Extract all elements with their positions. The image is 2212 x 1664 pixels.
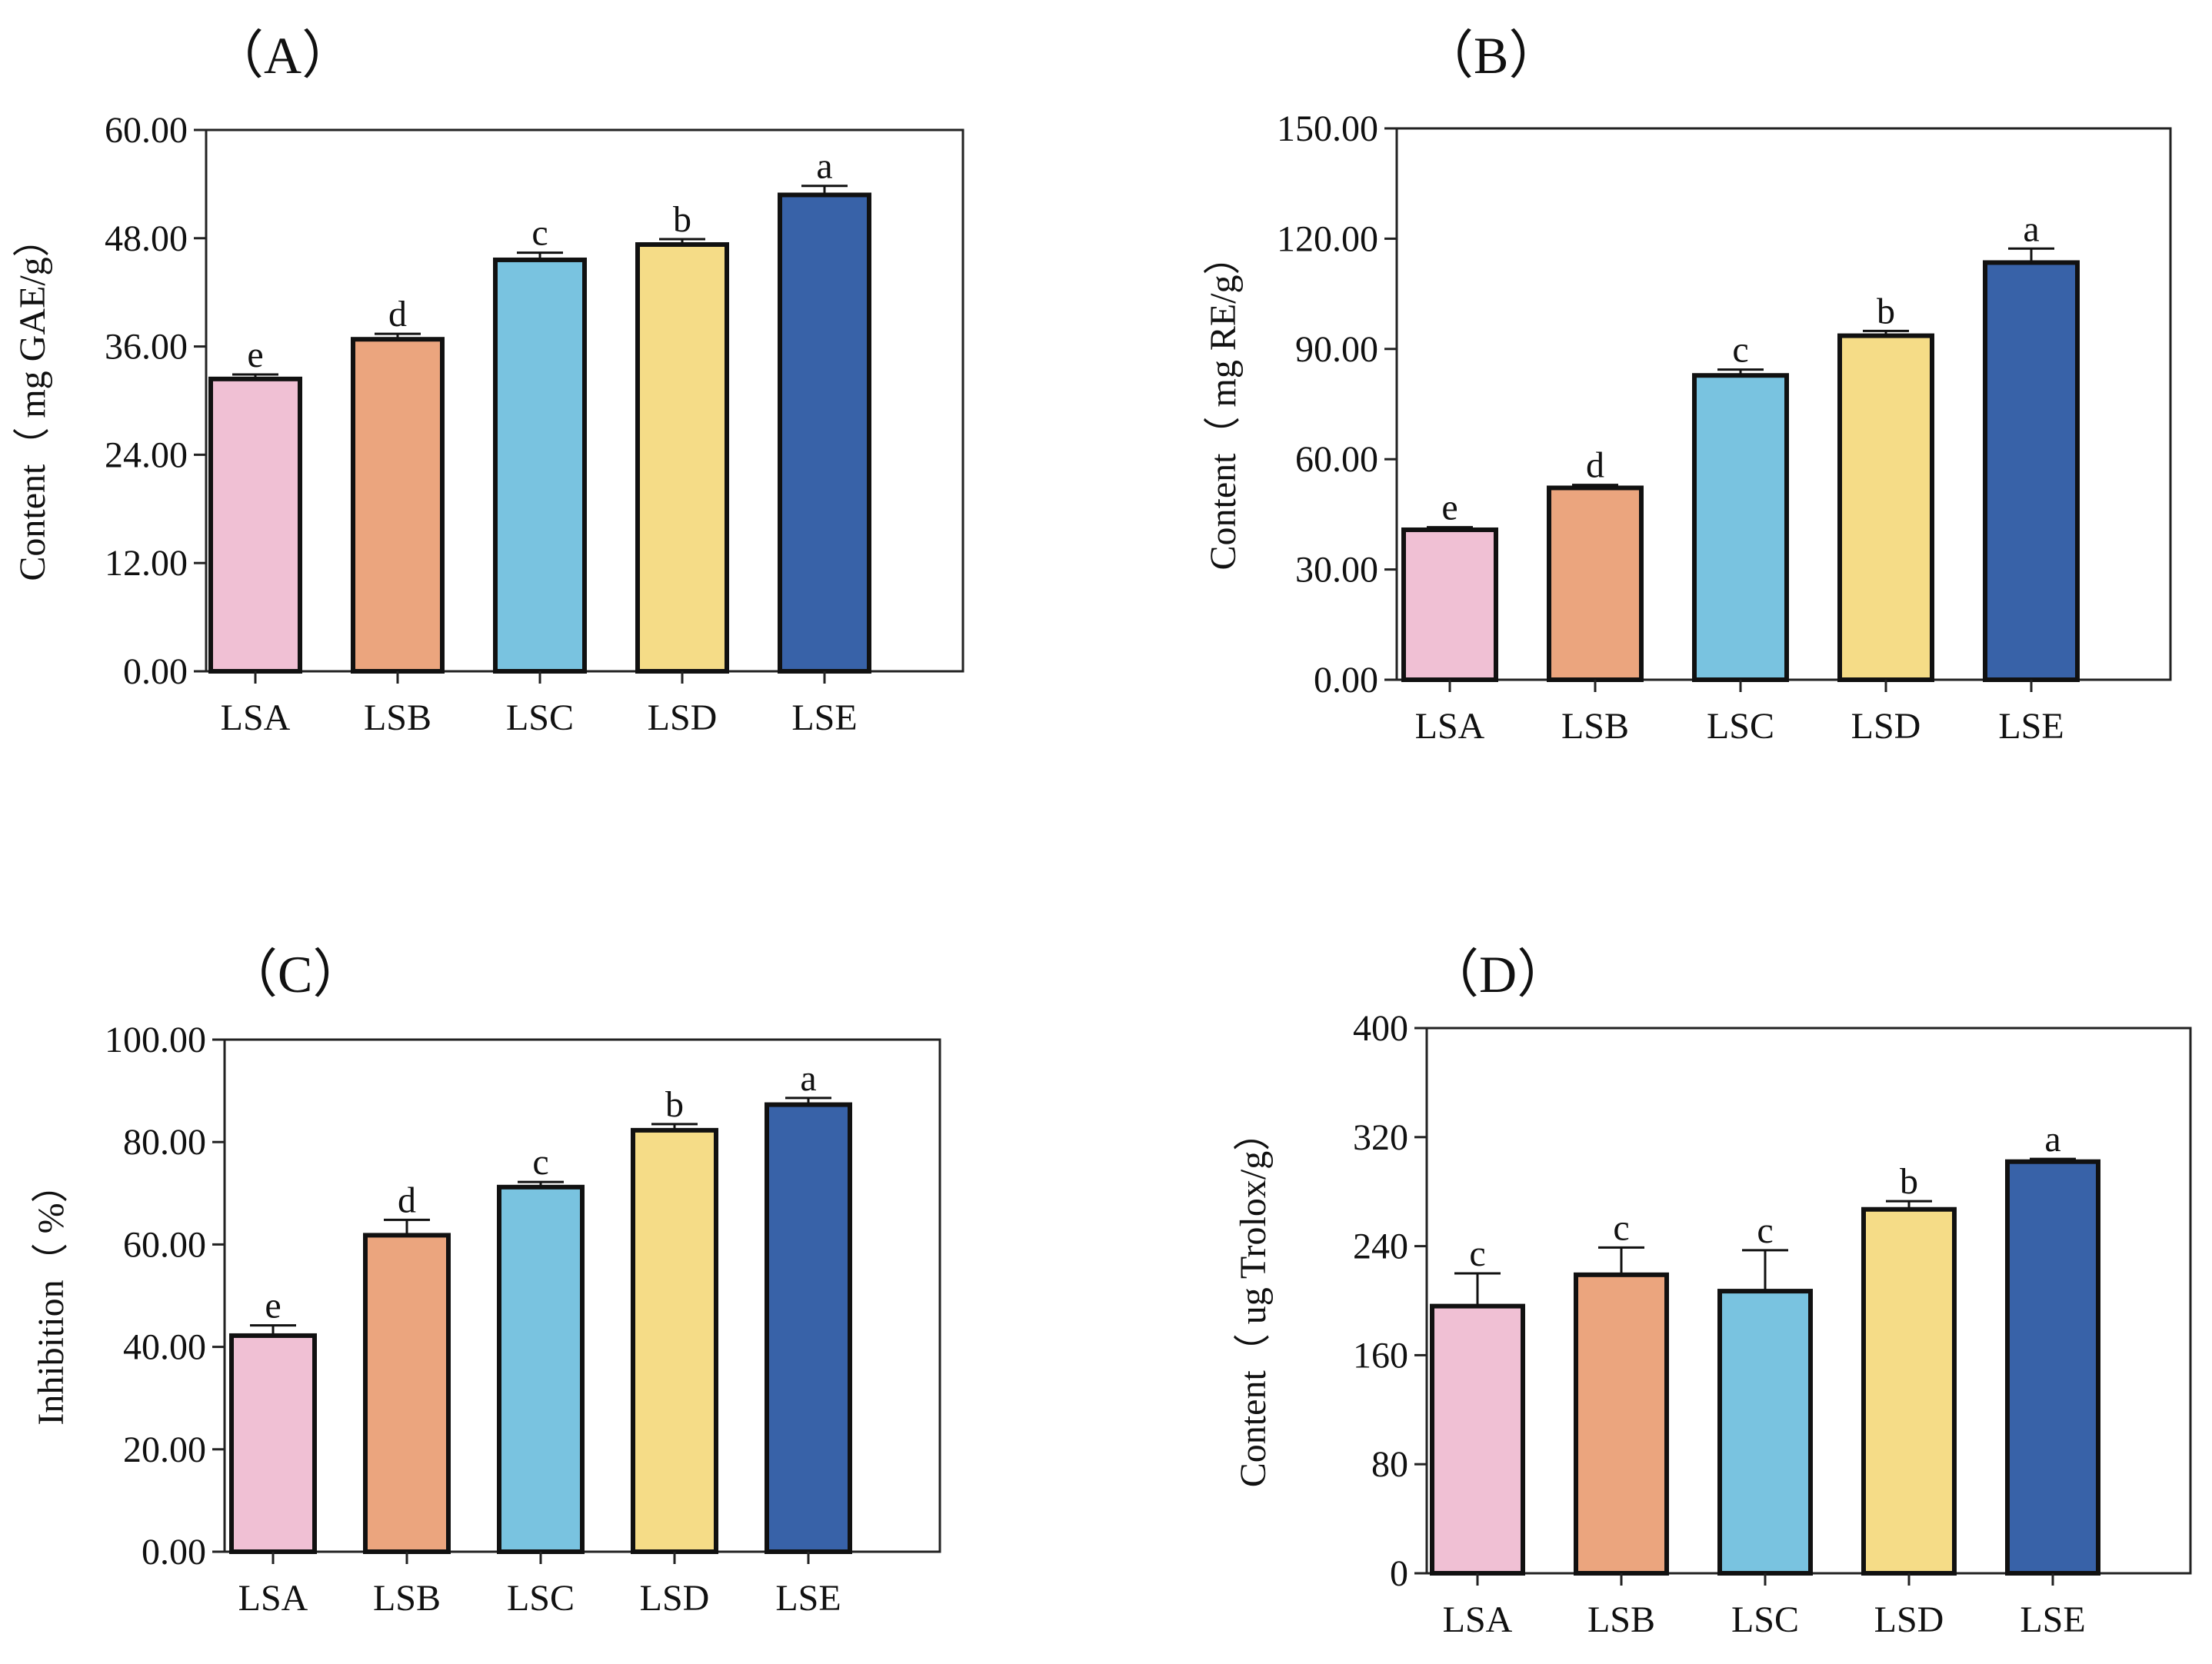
y-tick-label: 0.00 <box>1314 660 1378 701</box>
significance-letter: a <box>2023 208 2039 249</box>
x-tick-label: LSB <box>1561 706 1629 747</box>
bar-lsa <box>1430 1303 1525 1576</box>
y-tick-label: 320 <box>1353 1117 1408 1158</box>
bar-lsb <box>363 1233 451 1554</box>
significance-letter: c <box>1613 1207 1629 1248</box>
significance-letter: d <box>1586 445 1604 486</box>
significance-letter: e <box>247 334 263 375</box>
y-tick-label: 240 <box>1353 1226 1408 1267</box>
x-tick-label: LSE <box>775 1578 841 1619</box>
x-tick-label: LSA <box>1443 1599 1513 1640</box>
significance-letter: a <box>800 1058 816 1099</box>
panel-d: （D） 0 80 160 240 320 400 Content（ ug Trolox/g） c… <box>1233 945 2192 1640</box>
significance-letter: c <box>532 1142 548 1183</box>
significance-letter: a <box>2044 1119 2060 1160</box>
panel-title: （D） <box>1427 945 1569 1003</box>
y-tick-label: 60.00 <box>123 1224 206 1265</box>
bar-lsd <box>631 1127 718 1554</box>
y-tick-label: 20.00 <box>123 1429 206 1470</box>
y-tick-label: 60.00 <box>1295 439 1378 480</box>
y-tick-label: 100.00 <box>105 1020 206 1060</box>
bar-lse <box>2005 1159 2100 1576</box>
y-axis-label: Inhibition（ %） <box>31 1166 72 1425</box>
panel-c: （C） 0.00 20.00 40.00 60.00 80.00 100.00 Inhibit… <box>31 945 941 1619</box>
y-tick-label: 0.00 <box>142 1532 206 1572</box>
significance-letter: c <box>1732 330 1748 371</box>
y-tick-label: 40.00 <box>123 1327 206 1368</box>
significance-letter: e <box>1441 488 1457 528</box>
bar-lsb <box>1574 1272 1669 1576</box>
x-tick-label: LSE <box>2020 1599 2085 1640</box>
panel-title: （C） <box>225 945 365 1003</box>
x-tick-label: LSA <box>238 1578 308 1619</box>
x-tick-label: LSD <box>648 697 718 738</box>
y-tick-label: 150.00 <box>1277 108 1378 149</box>
y-tick-label: 0.00 <box>123 651 188 692</box>
y-axis-label: Content（ mg RE/g） <box>1203 238 1244 570</box>
x-tick-label: LSC <box>507 1578 575 1619</box>
significance-letter: b <box>673 199 691 240</box>
bar-lsd <box>1861 1206 1957 1576</box>
x-tick-label: LSB <box>364 697 431 738</box>
x-tick-label: LSE <box>791 697 857 738</box>
y-tick-label: 160 <box>1353 1335 1408 1376</box>
significance-letter: c <box>1757 1210 1773 1251</box>
bar-lse <box>778 192 871 674</box>
bar-lsd <box>635 242 729 674</box>
bar-lsa <box>229 1333 317 1554</box>
x-tick-label: LSB <box>1587 1599 1655 1640</box>
significance-letter: c <box>531 213 548 254</box>
y-tick-label: 48.00 <box>105 218 188 259</box>
panel-a: （A） 0.00 12.00 24.00 36.00 48.00 60.00 Content（… <box>12 26 964 738</box>
panel-b: （B） 0.00 30.00 60.00 90.00 120.00 150.00 Conten… <box>1203 26 2172 747</box>
y-tick-label: 90.00 <box>1295 329 1378 370</box>
bar-lse <box>765 1102 852 1555</box>
bar-lsa <box>1401 527 1498 683</box>
bar-lsc <box>493 257 587 674</box>
bar-lsb <box>351 337 445 674</box>
x-tick-label: LSC <box>1707 706 1774 747</box>
panel-title: （B） <box>1421 26 1561 85</box>
y-axis-label: Content（ ug Trolox/g） <box>1233 1114 1274 1487</box>
y-tick-label: 0 <box>1390 1553 1408 1594</box>
significance-letter: d <box>398 1180 416 1220</box>
bar-lsa <box>208 376 302 674</box>
y-tick-label: 24.00 <box>105 434 188 475</box>
y-tick-label: 30.00 <box>1295 550 1378 591</box>
bar-lsb <box>1547 485 1644 683</box>
significance-letter: b <box>665 1084 684 1125</box>
y-tick-label: 60.00 <box>105 110 188 151</box>
significance-letter: e <box>265 1286 281 1326</box>
panel-title: （A） <box>212 26 354 85</box>
bar-lsd <box>1837 333 1934 682</box>
significance-letter: a <box>816 146 832 187</box>
y-axis-label: Content（ mg GAE/g） <box>12 220 53 581</box>
y-tick-label: 80 <box>1371 1444 1408 1485</box>
y-tick-label: 36.00 <box>105 327 188 368</box>
x-tick-label: LSA <box>1415 706 1485 747</box>
x-tick-label: LSC <box>1731 1599 1799 1640</box>
y-tick-label: 80.00 <box>123 1122 206 1163</box>
significance-letter: b <box>1900 1161 1918 1202</box>
x-tick-label: LSD <box>1851 706 1921 747</box>
bar-lsc <box>1692 373 1789 682</box>
bar-lsc <box>1717 1289 1813 1576</box>
significance-letter: b <box>1877 291 1895 331</box>
significance-letter: c <box>1469 1233 1485 1274</box>
y-tick-label: 400 <box>1353 1008 1408 1049</box>
x-tick-label: LSA <box>221 697 291 738</box>
x-tick-label: LSD <box>640 1578 710 1619</box>
x-tick-label: LSB <box>373 1578 441 1619</box>
bar-lse <box>1983 260 2080 683</box>
x-tick-label: LSE <box>1998 706 2064 747</box>
significance-letter: d <box>388 294 407 334</box>
x-tick-label: LSC <box>506 697 574 738</box>
y-tick-label: 120.00 <box>1277 218 1378 259</box>
y-tick-label: 12.00 <box>105 543 188 584</box>
bar-lsc <box>497 1184 585 1554</box>
x-tick-label: LSD <box>1874 1599 1944 1640</box>
